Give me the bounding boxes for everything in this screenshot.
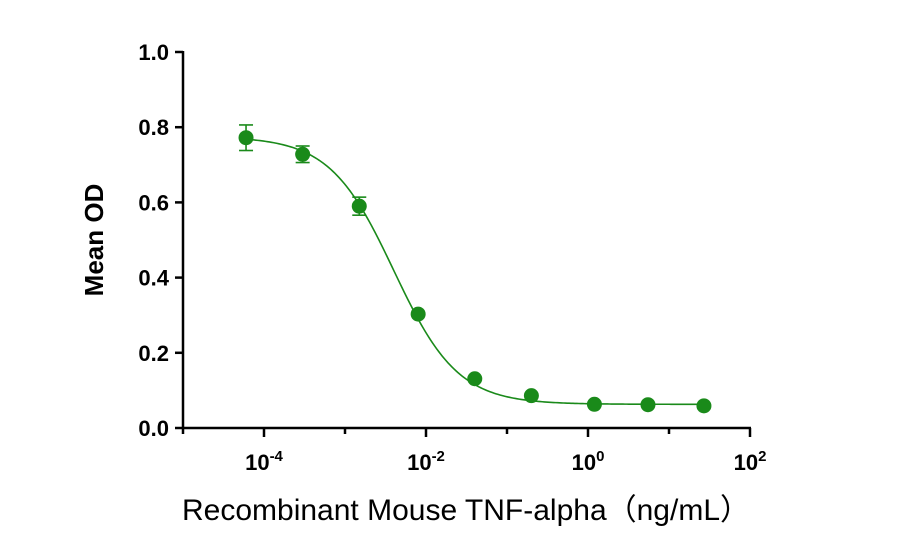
data-point (410, 306, 426, 322)
data-point (467, 371, 483, 387)
x-tick-label: 102 (734, 448, 767, 475)
y-tick-label: 0.4 (138, 266, 169, 291)
data-point (295, 146, 311, 162)
y-tick-label: 0.8 (138, 115, 169, 140)
y-tick-label: 0.0 (138, 416, 169, 441)
data-point (696, 398, 712, 414)
data-point (640, 397, 656, 413)
y-axis-label: Mean OD (79, 184, 109, 297)
y-tick-label: 0.6 (138, 190, 169, 215)
error-bars (239, 124, 367, 216)
data-point (586, 396, 602, 412)
x-axis-label: Recombinant Mouse TNF-alpha（ng/mL） (182, 494, 750, 527)
data-points (238, 130, 712, 414)
x-tick-label: 10-4 (245, 448, 283, 475)
axes: 0.0 0.2 0.4 0.6 0.8 1.0 10-4 10-2 100 102 (138, 40, 766, 475)
data-point (523, 388, 539, 404)
data-point (238, 130, 254, 146)
y-tick-label: 0.2 (138, 341, 169, 366)
x-tick-label: 10-2 (407, 448, 445, 475)
fit-curve (244, 138, 706, 406)
y-tick-label: 1.0 (138, 40, 169, 65)
data-point (351, 198, 367, 214)
x-tick-label: 100 (572, 448, 605, 475)
